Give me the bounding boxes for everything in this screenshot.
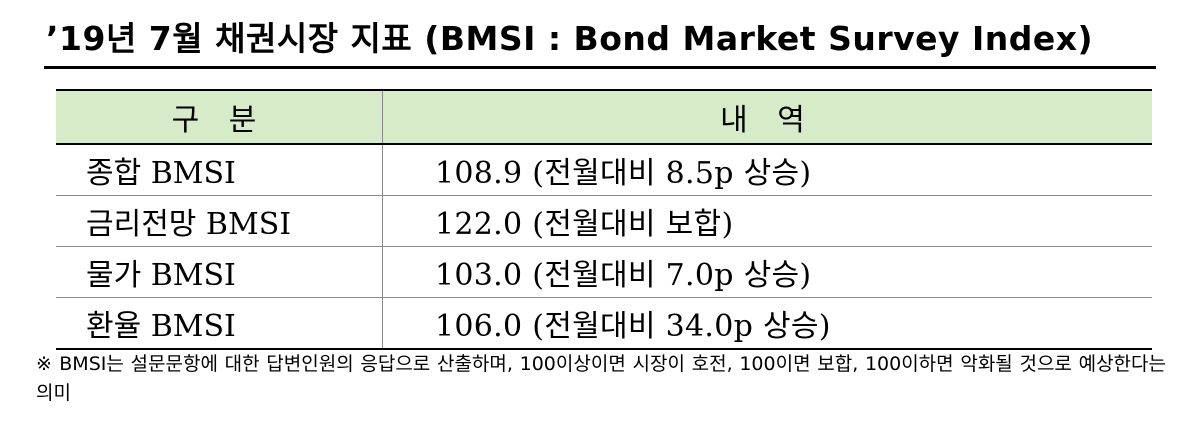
table-row-composite: 종합 BMSI 108.9 (전월대비 8.5p 상승)	[56, 143, 1152, 196]
row-detail-exchange-rate: 106.0 (전월대비 34.0p 상승)	[382, 297, 1152, 350]
title-underline	[44, 66, 1156, 69]
table-header-row: 구 분 내 역	[56, 89, 1152, 145]
document-title: ’19년 7월 채권시장 지표 (BMSI : Bond Market Surv…	[46, 19, 1094, 58]
bmsi-table: 구 분 내 역 종합 BMSI 108.9 (전월대비 8.5p 상승) 금리전…	[56, 89, 1152, 350]
footnote: ※ BMSI는 설문문항에 대한 답변인원의 응답으로 산출하며, 100이상이…	[36, 353, 1166, 404]
row-item-composite: 종합 BMSI	[56, 143, 383, 196]
table-row-exchange-rate: 환율 BMSI 106.0 (전월대비 34.0p 상승)	[56, 297, 1152, 350]
table-row-interest-rate: 금리전망 BMSI 122.0 (전월대비 보합)	[56, 195, 1152, 247]
header-details: 내 역	[382, 89, 1152, 145]
row-item-interest-rate: 금리전망 BMSI	[56, 195, 383, 247]
row-item-exchange-rate: 환율 BMSI	[56, 297, 383, 350]
table-row-price: 물가 BMSI 103.0 (전월대비 7.0p 상승)	[56, 246, 1152, 298]
row-detail-composite: 108.9 (전월대비 8.5p 상승)	[382, 143, 1152, 196]
row-item-price: 물가 BMSI	[56, 246, 383, 298]
header-category: 구 분	[56, 89, 383, 145]
row-detail-price: 103.0 (전월대비 7.0p 상승)	[382, 246, 1152, 298]
row-detail-interest-rate: 122.0 (전월대비 보합)	[382, 195, 1152, 247]
